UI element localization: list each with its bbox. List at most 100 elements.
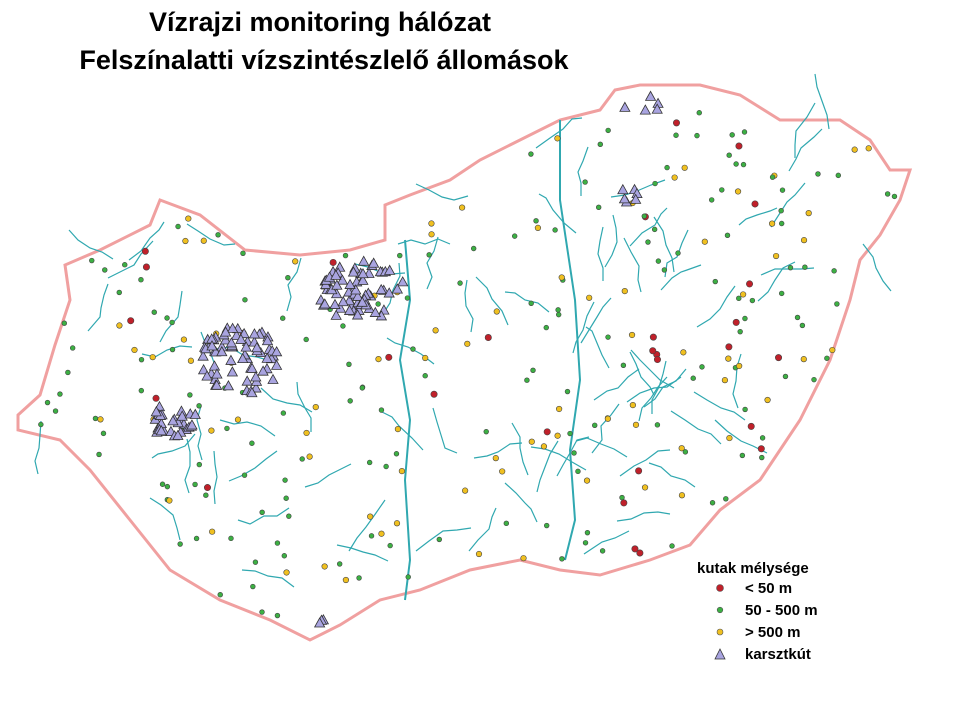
station-dot: [185, 215, 192, 222]
river: [648, 462, 696, 488]
river: [87, 283, 109, 332]
station-dot: [393, 451, 400, 457]
river: [629, 207, 668, 247]
station-dot: [329, 258, 337, 266]
river: [597, 226, 604, 281]
station-dot: [483, 428, 489, 435]
river: [664, 229, 689, 278]
karst-well-marker: [375, 283, 387, 295]
station-dot: [712, 278, 718, 285]
station-dot: [224, 425, 230, 432]
karst-well-marker: [391, 283, 404, 294]
station-dot: [385, 353, 393, 361]
station-dot: [757, 445, 765, 453]
station-dot: [209, 528, 216, 535]
karst-well-marker: [347, 266, 360, 277]
station-dot: [131, 346, 138, 354]
station-dot: [61, 320, 67, 326]
station-dot: [759, 454, 765, 461]
station-dot: [393, 520, 401, 527]
station-dot: [180, 336, 188, 343]
karst-well-marker: [319, 298, 331, 309]
station-dot: [149, 354, 156, 361]
river: [184, 438, 191, 494]
karst-well-marker: [329, 298, 341, 309]
river: [630, 349, 675, 389]
karst-well-marker: [397, 276, 409, 287]
river: [415, 527, 472, 552]
karst-well-marker: [330, 269, 342, 280]
station-dot: [346, 361, 352, 368]
station-dot: [340, 323, 346, 329]
station-dot: [664, 164, 670, 171]
karst-well-marker: [219, 326, 232, 337]
station-dot: [38, 421, 44, 428]
station-dot: [430, 390, 438, 398]
station-dot: [387, 542, 393, 549]
station-dot: [203, 484, 211, 492]
legend-label: > 500 m: [745, 623, 801, 641]
river: [604, 214, 618, 268]
karst-well-marker: [240, 341, 252, 352]
station-dot: [342, 576, 350, 584]
karst-well-marker: [235, 333, 247, 344]
station-dot: [484, 334, 492, 342]
station-dot: [778, 208, 784, 214]
river: [559, 120, 582, 561]
station-dot: [96, 451, 102, 458]
station-dot: [636, 549, 644, 557]
karst-well-marker: [222, 380, 235, 391]
station-dot: [620, 499, 628, 507]
karst-well-marker: [343, 304, 356, 315]
station-dot: [428, 220, 435, 227]
river: [34, 420, 42, 475]
station-dot: [383, 463, 389, 470]
station-dot: [721, 377, 729, 384]
karst-well-marker: [225, 354, 237, 365]
station-dot: [192, 481, 198, 488]
station-dot: [800, 237, 808, 244]
station-dot: [628, 331, 636, 339]
river: [68, 229, 114, 260]
station-dot: [708, 197, 715, 203]
river: [504, 291, 550, 313]
station-dot: [719, 187, 725, 193]
station-dot: [368, 533, 375, 539]
station-dot: [740, 161, 747, 168]
station-dot: [141, 247, 149, 255]
station-dot: [635, 467, 643, 475]
station-dot: [280, 315, 286, 321]
station-dot: [475, 550, 483, 558]
station-dot: [737, 328, 743, 335]
station-dot: [661, 267, 668, 273]
station-dot: [799, 322, 806, 329]
station-dot: [177, 541, 183, 547]
station-dot: [241, 472, 248, 478]
station-dot: [564, 388, 571, 395]
station-dot: [249, 440, 255, 446]
river: [738, 207, 778, 226]
karst-well-marker: [344, 278, 356, 289]
river: [260, 387, 313, 413]
river: [241, 569, 295, 588]
station-dot: [655, 258, 662, 264]
station-dot: [732, 318, 740, 326]
station-dot: [187, 392, 193, 398]
karst-well-marker: [226, 366, 239, 377]
station-dot: [742, 406, 748, 413]
station-dot: [586, 294, 593, 301]
station-dot: [200, 237, 207, 244]
karst-well-marker: [639, 104, 652, 115]
river: [475, 276, 509, 326]
green-dot-icon: [716, 606, 724, 614]
station-dot: [187, 357, 195, 364]
station-dot: [571, 450, 577, 456]
station-dot: [543, 522, 550, 529]
river: [511, 422, 529, 476]
station-dot: [217, 592, 223, 598]
river: [651, 360, 667, 414]
station-dot: [259, 509, 265, 516]
station-dot: [533, 218, 539, 224]
station-dot: [196, 461, 203, 468]
station-dot: [884, 191, 891, 197]
